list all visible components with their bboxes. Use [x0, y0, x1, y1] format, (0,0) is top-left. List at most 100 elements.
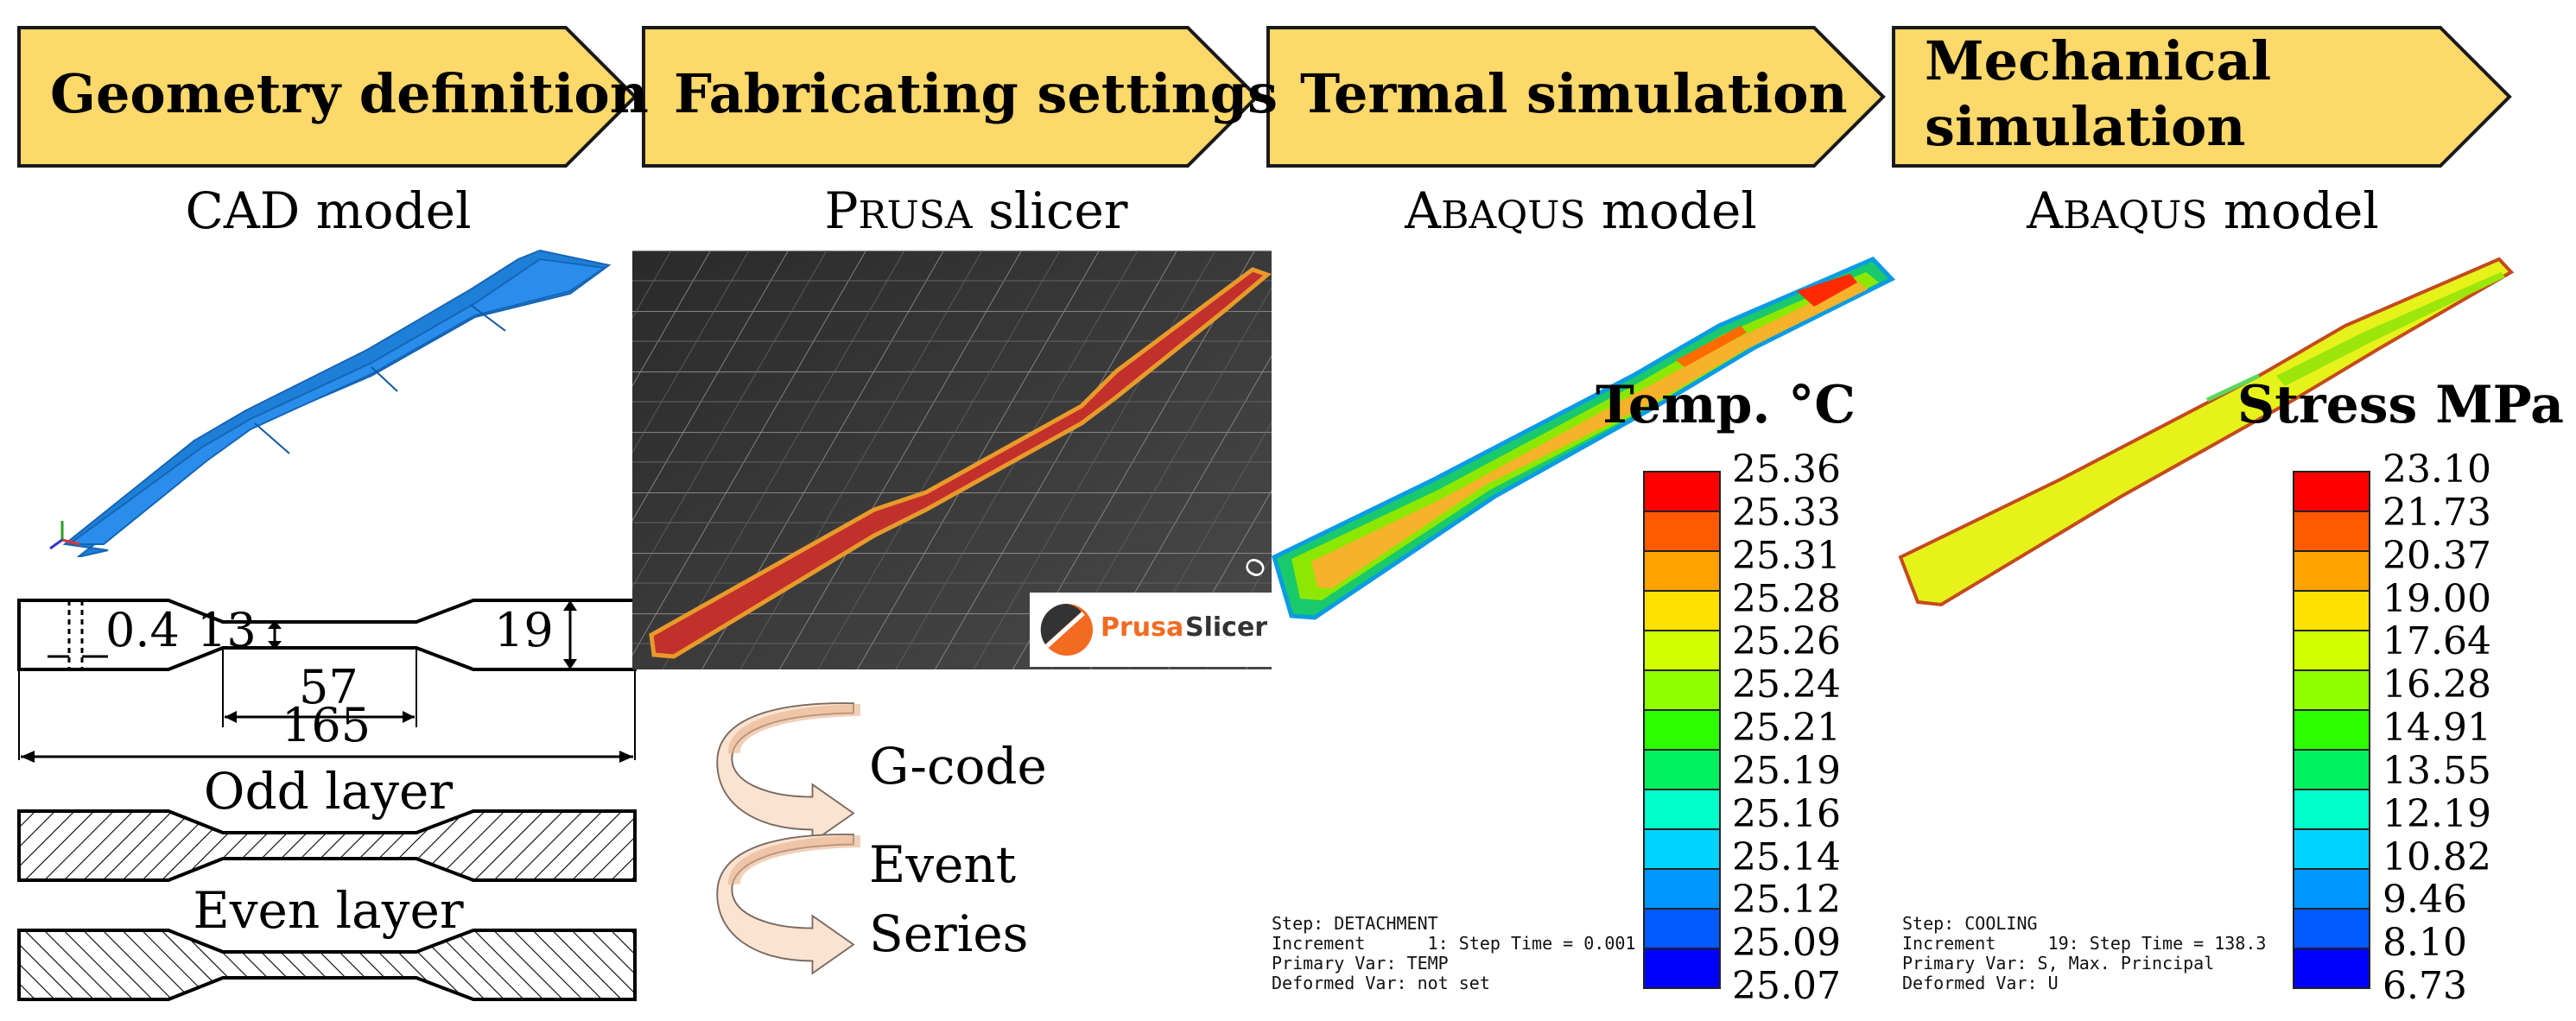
mech-legend-value: 6.73: [2382, 964, 2467, 1008]
thermal-legend-title: Temp. °C: [1596, 375, 1856, 435]
mech-step-line-3: Primary Var: S, Max. Principal: [1902, 953, 2215, 973]
axis-triad-icon: [49, 521, 80, 550]
mech-legend-swatch: [2293, 669, 2370, 711]
dim-thickness: 0.4: [105, 603, 180, 657]
gauge-arrow-r: [403, 711, 415, 723]
mech-legend-value: 19.00: [2382, 576, 2491, 621]
thermal-legend-swatch: [1643, 749, 1721, 790]
cad-specimen-face: [66, 257, 607, 545]
stage-label-mechanical-2: simulation: [1925, 95, 2246, 158]
mech-step-line-2: Increment 19: Step Time = 138.3: [1902, 933, 2267, 954]
thermal-legend-value: 25.33: [1732, 490, 1841, 535]
mech-legend-swatch: [2293, 709, 2370, 751]
tool-label-abaqus-mech: ABAQUS model: [2004, 183, 2402, 244]
tool-label-prusa: PRUSA slicer: [760, 183, 1192, 244]
thermal-legend-swatch: [1643, 471, 1721, 512]
thermal-legend: [1643, 471, 1721, 989]
specimen-drawing: [17, 599, 637, 760]
mech-legend-value: 23.10: [2382, 447, 2491, 491]
prusa-suffix: slicer: [972, 181, 1128, 240]
cad-edge-1: [254, 422, 290, 454]
prusa-logo-icon: [1040, 603, 1093, 656]
stage-label-thermal: Termal simulation: [1300, 62, 1848, 125]
mech-stress-line: [2205, 373, 2261, 403]
thermal-step-line-2: Increment 1: Step Time = 0.001: [1272, 933, 1636, 954]
mech-legend-title: Stress MPa: [2237, 375, 2564, 435]
thermal-legend-swatch: [1643, 630, 1721, 671]
prusa-logo-word2: Slicer: [1185, 612, 1268, 643]
mech-legend-value: 10.82: [2382, 834, 2491, 879]
mech-specimen-zone: [2276, 272, 2505, 386]
slicer-view: [632, 250, 1272, 669]
abaqus-mech-suffix: model: [2207, 181, 2379, 240]
thermal-legend-swatch: [1643, 948, 1721, 989]
cad-edge-2: [470, 304, 506, 332]
stage-arrow-fabricating: [642, 26, 1259, 168]
mech-legend-swatch: [2293, 510, 2370, 552]
mech-legend-swatch: [2293, 948, 2370, 989]
abaqus-thermal-rest: BAQUS: [1441, 193, 1586, 238]
neck-arrow-bottom: [268, 641, 282, 650]
stage-arrow-mechanical: [1892, 26, 2512, 168]
thermal-model: [1272, 257, 1896, 620]
thermal-legend-swatch: [1643, 669, 1721, 711]
thermal-step-line-3: Primary Var: TEMP: [1272, 953, 1449, 973]
thermal-legend-swatch: [1643, 590, 1721, 631]
thermal-legend-value: 25.28: [1732, 576, 1841, 621]
mech-legend-value: 20.37: [2382, 533, 2491, 578]
thermal-step-line-1: Step: DETACHMENT: [1272, 913, 1438, 934]
neck-arrow-top: [268, 620, 282, 629]
mech-legend-value: 16.28: [2382, 663, 2491, 707]
cad-model: [49, 249, 612, 557]
thermal-legend-swatch: [1643, 510, 1721, 552]
cycle-arrows: [716, 702, 861, 975]
event-label-1: Event: [869, 835, 1017, 894]
mech-legend-swatch: [2293, 749, 2370, 790]
mechanical-model: [1898, 257, 2515, 607]
thermal-legend-value: 25.07: [1732, 964, 1841, 1008]
workflow-arrows: [17, 26, 2512, 168]
thermal-legend-value: 25.24: [1732, 663, 1841, 707]
thermal-legend-value: 25.31: [1732, 533, 1841, 578]
odd-layer-shape: [17, 809, 637, 882]
mech-legend-swatch: [2293, 590, 2370, 631]
dim-neck-width: 13: [197, 603, 257, 657]
thermal-legend-swatch: [1643, 908, 1721, 949]
tool-label-cad: CAD model: [185, 181, 472, 240]
thermal-hotspot-2: [1676, 326, 1747, 367]
specimen-outline: [17, 599, 637, 671]
event-label-2: Series: [869, 904, 1029, 963]
mech-legend-swatch: [2293, 630, 2370, 671]
stage-label-fabricating: Fabricating settings: [674, 62, 1278, 125]
thermal-legend-value: 25.19: [1732, 748, 1841, 793]
stage-label-mechanical-1: Mechanical: [1925, 29, 2272, 92]
cycle-arrow-1: [716, 702, 861, 844]
mech-legend-value: 12.19: [2382, 791, 2491, 836]
dim-gauge-length: 57: [299, 660, 358, 714]
mech-legend-swatch: [2293, 471, 2370, 512]
thermal-legend-swatch: [1643, 828, 1721, 870]
thermal-legend-value: 25.12: [1732, 878, 1841, 923]
prusa-first: P: [824, 181, 859, 240]
thermal-legend-value: 25.26: [1732, 619, 1841, 664]
mech-step-line-1: Step: COOLING: [1902, 913, 2038, 934]
mech-step-line-4: Deformed Var: U: [1902, 973, 2059, 993]
stage-label-geometry: Geometry definition: [50, 62, 649, 125]
thermal-legend-swatch: [1643, 709, 1721, 751]
thermal-legend-value: 25.14: [1732, 834, 1841, 879]
mech-legend-value: 9.46: [2382, 878, 2467, 923]
tool-label-abaqus-thermal: ABAQUS model: [1382, 183, 1780, 244]
grip-arrow-bottom: [563, 659, 577, 669]
mech-legend-value: 14.91: [2382, 706, 2491, 750]
abaqus-mech-first: A: [2027, 181, 2064, 240]
odd-layer-label: Odd layer: [203, 762, 454, 821]
prusa-logo: Prusa Slicer: [1030, 593, 1272, 667]
mech-legend: [2293, 471, 2370, 989]
mech-legend-value: 8.10: [2382, 921, 2467, 966]
mech-legend-swatch: [2293, 868, 2370, 910]
thermal-legend-swatch: [1643, 550, 1721, 592]
thermal-legend-labels: 25.36 25.33 25.31 25.28 25.26 25.24 25.21 25.19…: [1732, 447, 1905, 1008]
even-layer-label: Even layer: [193, 881, 464, 940]
thermal-legend-value: 25.36: [1732, 447, 1841, 491]
thermal-step-line-4: Deformed Var: not set: [1272, 973, 1490, 993]
